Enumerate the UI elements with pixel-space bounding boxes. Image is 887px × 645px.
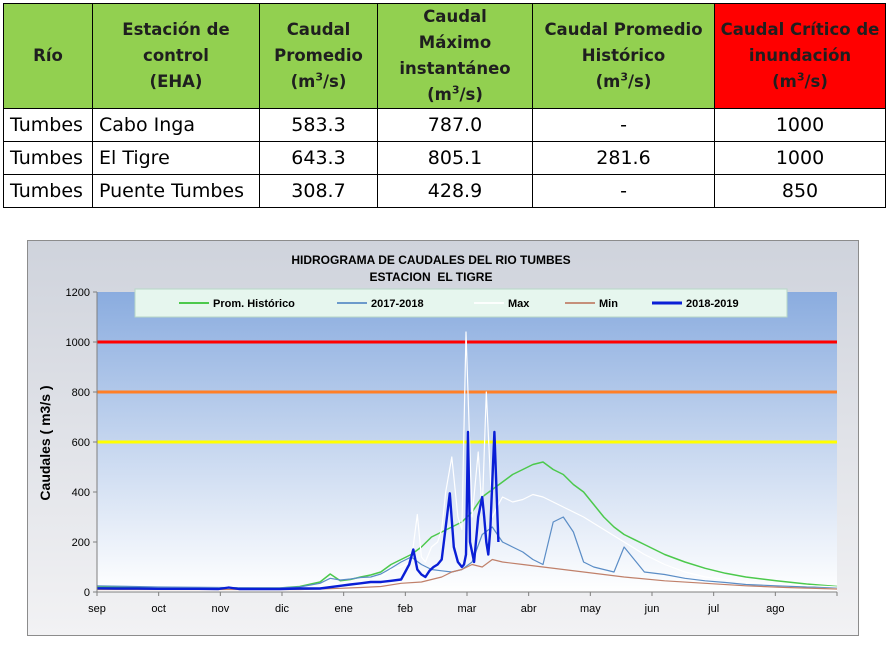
x-tick-label: mar — [458, 603, 477, 615]
chart-title: HIDROGRAMA DE CAUDALES DEL RIO TUMBES — [291, 253, 570, 267]
table-cell: El Tigre — [92, 141, 260, 175]
table-cell: 281.6 — [532, 141, 715, 175]
table-cell: 805.1 — [377, 141, 533, 175]
header-text: Promedio — [274, 46, 363, 65]
table-cell: - — [532, 108, 715, 142]
x-tick-label: feb — [398, 603, 413, 615]
table-cell: 787.0 — [377, 108, 533, 142]
table-cell: 1000 — [714, 108, 886, 142]
header-text: Histórico — [581, 46, 666, 65]
table-cell: Tumbes — [3, 108, 93, 142]
table-header-cell: Estación de control (EHA) — [92, 3, 260, 109]
x-tick-label: sep — [88, 603, 106, 615]
x-tick-label: jul — [707, 603, 719, 615]
table-row: Tumbes Puente Tumbes 308.7 428.9-850 — [3, 174, 886, 208]
y-tick-label: 0 — [84, 587, 90, 599]
header-text: Estación de — [122, 20, 230, 39]
header-unit: (m3/s) — [772, 70, 828, 92]
table-cell: 308.7 — [259, 174, 378, 208]
legend-label: Prom. Histórico — [213, 298, 295, 310]
x-tick-label: abr — [521, 603, 537, 615]
y-tick-label: 1000 — [66, 337, 90, 349]
header-text: Caudal Crítico de — [720, 20, 880, 39]
table-cell: Tumbes — [3, 174, 93, 208]
table-cell: 850 — [714, 174, 886, 208]
table-header-cell: Caudal Promedio (m3/s) — [259, 3, 378, 109]
series-line — [96, 430, 500, 591]
legend-label: 2017-2018 — [371, 298, 424, 310]
series-line — [96, 516, 838, 589]
header-text: inundación — [748, 46, 852, 65]
header-text: (EHA) — [149, 72, 203, 91]
x-tick-label: ago — [766, 603, 784, 615]
hydrograph-chart: HIDROGRAMA DE CAUDALES DEL RIO TUMBES ES… — [27, 240, 859, 636]
table-header-cell: Caudal Promedio Histórico (m3/s) — [532, 3, 715, 109]
x-tick-label: may — [580, 603, 601, 615]
y-tick-label: 600 — [72, 437, 90, 449]
table-cell: - — [532, 174, 715, 208]
flow-table: Río Estación de control (EHA) Caudal Promedio… — [3, 3, 886, 208]
chart-legend: Prom. Histórico 2017-2018 Max Min 2018-2019 — [134, 288, 788, 318]
chart-subtitle: ESTACION EL TIGRE — [370, 270, 493, 284]
header-text: Máximo — [418, 33, 492, 52]
y-tick-label: 400 — [72, 487, 90, 499]
legend-label: Max — [508, 298, 530, 310]
series-line — [97, 558, 838, 591]
table-header-cell: Río — [3, 3, 93, 109]
table-cell: Cabo Inga — [92, 108, 260, 142]
table-header-cell: Caudal Máximo instantáneo (m3/s) — [377, 3, 533, 109]
table-cell: 583.3 — [259, 108, 378, 142]
table-cell: 428.9 — [377, 174, 533, 208]
x-tick-label: nov — [211, 603, 229, 615]
y-tick-label: 1200 — [66, 287, 90, 299]
legend-label: Min — [599, 298, 618, 310]
table-header-cell: Caudal Crítico de inundación (m3/s) — [714, 3, 886, 109]
x-tick-label: jun — [644, 603, 660, 615]
header-text: instantáneo — [399, 59, 511, 78]
header-text: Río — [33, 46, 63, 65]
table-header-row: Río Estación de control (EHA) Caudal Promedio… — [3, 3, 886, 109]
x-tick-label: oct — [151, 603, 166, 615]
table-cell: 1000 — [714, 141, 886, 175]
header-text: Caudal — [286, 20, 351, 39]
header-text: control — [143, 46, 209, 65]
y-axis-label: Caudales ( m3/s ) — [37, 385, 53, 500]
x-tick-label: ene — [334, 603, 352, 615]
x-tick-label: dic — [275, 603, 290, 615]
table-row: Tumbes Cabo Inga 583.3 787.0-1000 — [3, 108, 886, 142]
header-unit: (m3/s) — [427, 83, 483, 105]
table-row: Tumbes El Tigre 643.3 805.1 281.6 1000 — [3, 141, 886, 175]
table-cell: Puente Tumbes — [92, 174, 260, 208]
header-unit: (m3/s) — [290, 70, 347, 92]
series-line — [97, 331, 838, 589]
y-tick-label: 800 — [72, 387, 90, 399]
y-tick-label: 200 — [72, 537, 90, 549]
header-text: Caudal Promedio — [544, 20, 703, 39]
table-cell: 643.3 — [259, 141, 378, 175]
header-text: Caudal — [423, 7, 487, 26]
header-unit: (m3/s) — [595, 70, 652, 92]
legend-label: 2018-2019 — [686, 298, 739, 310]
table-cell: Tumbes — [3, 141, 93, 175]
